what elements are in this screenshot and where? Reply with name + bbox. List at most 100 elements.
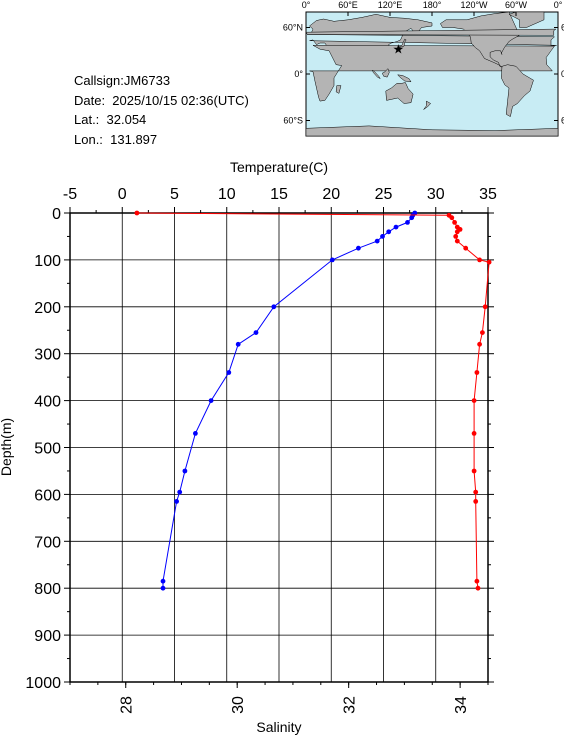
temperature-point [356, 245, 361, 251]
temperature-point [235, 341, 241, 347]
depth-tick-label: 1000 [25, 675, 61, 692]
map-lat-label: 60°S [561, 116, 564, 126]
map-land [305, 11, 559, 137]
map-lon-label: 120°E [378, 0, 403, 10]
salinity-axis-label: Salinity [256, 719, 301, 735]
temperature-tick-label: 35 [479, 186, 497, 203]
map-lat-label: 0° [561, 69, 564, 79]
depth-tick-label: 200 [34, 300, 61, 317]
salinity-point [477, 341, 482, 347]
temperature-axis-label: Temperature(C) [230, 159, 328, 175]
cast-info: Callsign:JM6733 Date: 2025/10/15 02:36(U… [74, 71, 249, 149]
salinity-point [474, 370, 480, 375]
temperature-point [271, 304, 277, 310]
temperature-point [409, 215, 415, 221]
salinity-tick-label: 34 [453, 696, 470, 714]
map-lat-label: 60°S [283, 116, 303, 126]
temperature-point [386, 229, 392, 235]
depth-tick-label: 600 [34, 487, 61, 504]
temperature-point [329, 257, 335, 263]
salinity-point [453, 234, 459, 239]
depth-tick-label: 400 [34, 394, 61, 411]
map-lon-label: 0° [554, 0, 563, 10]
temperature-tick-label: 15 [270, 186, 288, 203]
temperature-point [160, 578, 166, 584]
land-shape [372, 69, 381, 80]
temperature-tick-label: 20 [322, 186, 340, 203]
temperature-point [174, 499, 180, 504]
land-shape [501, 64, 534, 117]
temperature-point [405, 220, 410, 225]
temperature-point [177, 489, 183, 495]
map-lat-label: 60°N [283, 23, 303, 33]
map-lon-label: 180° [423, 0, 442, 10]
salinity-point [486, 259, 492, 265]
depth-tick-label: 700 [34, 534, 61, 551]
lon-text: Lon.: 131.897 [74, 131, 158, 147]
temperature-point [208, 398, 214, 403]
salinity-point [452, 220, 457, 225]
depth-tick-label: 500 [34, 441, 61, 458]
depth-tick-label: 800 [34, 581, 61, 598]
map-lon-labels: 0° 60°E 120°E 180° 120°W 60°W 0° [302, 0, 563, 16]
land-shape [381, 68, 390, 78]
land-shape [309, 45, 555, 102]
map-lon-label: 120°W [460, 0, 488, 10]
map-lon-label: 0° [302, 0, 311, 10]
temperature-tick-label: 25 [375, 186, 393, 203]
series-layer [134, 210, 492, 591]
salinity-point [134, 210, 140, 216]
salinity-point [480, 330, 485, 335]
temperature-point [226, 370, 232, 375]
depth-tick-label: 300 [34, 347, 61, 364]
salinity-point [471, 431, 477, 436]
map-lat-label: 60°N [561, 23, 564, 33]
salinity-point [477, 257, 482, 263]
map-lon-label: 60°W [505, 0, 528, 10]
salinity-point [454, 238, 460, 244]
salinity-tick-label: 28 [119, 696, 136, 714]
date-text: Date: 2025/10/15 02:36(UTC) [74, 92, 249, 108]
salinity-point [463, 245, 469, 251]
land-shape [508, 11, 545, 28]
station-marker: ★ [392, 42, 404, 57]
map-lon-label: 60°E [338, 0, 358, 10]
depth-axis-label: Depth(m) [0, 418, 14, 476]
salinity-point [471, 398, 477, 403]
land-shape [305, 125, 559, 137]
depth-tick-label: 100 [34, 253, 61, 270]
callsign-text: Callsign:JM6733 [74, 73, 171, 88]
chart-grid [69, 212, 489, 683]
temperature-tick-label: 30 [427, 186, 445, 203]
land-shape [397, 74, 412, 83]
depth-tick-label: 0 [52, 206, 61, 223]
salinity-point [482, 304, 488, 310]
salinity-point [475, 585, 481, 591]
land-shape [423, 100, 431, 110]
temperature-point [393, 224, 399, 230]
map-lat-label: 0° [294, 69, 303, 79]
salinity-point [454, 229, 460, 235]
lat-text: Lat.: 32.054 [74, 112, 147, 127]
temperature-point [182, 468, 188, 474]
temperature-tick-label: -5 [63, 186, 77, 203]
temperature-tick-label: 5 [170, 186, 179, 203]
land-shape [305, 28, 557, 36]
temperature-point [374, 238, 380, 244]
land-shape [396, 38, 407, 51]
temperature-point [380, 234, 385, 239]
land-shape [335, 85, 342, 94]
salinity-point [471, 468, 477, 474]
temperature-point [253, 330, 259, 335]
salinity-point [473, 499, 479, 504]
temperature-tick-label: 0 [118, 186, 127, 203]
salinity-tick-label: 30 [230, 696, 247, 714]
map-lat-labels: 60°N 60°N 0° 0° 60°S 60°S [283, 23, 564, 126]
depth-tick-label: 900 [34, 628, 61, 645]
temperature-tick-label: 10 [218, 186, 236, 203]
salinity-point [474, 578, 480, 584]
salinity-point [449, 215, 455, 221]
